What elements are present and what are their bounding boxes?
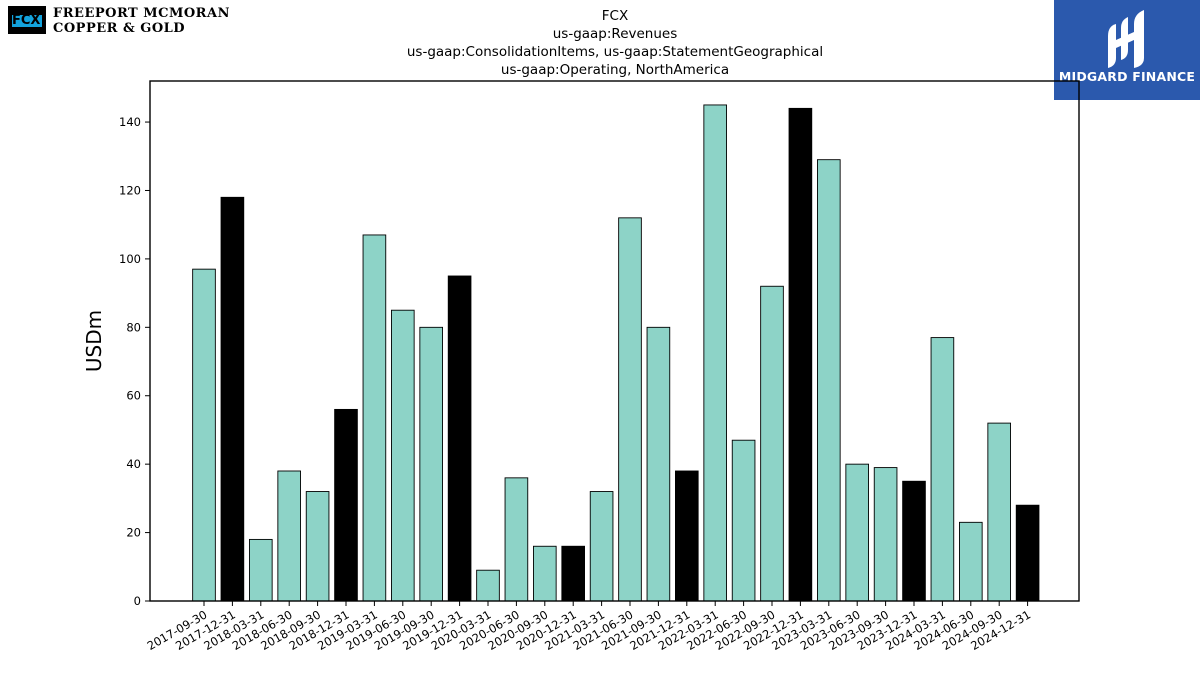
bar-2022-09-30 — [760, 285, 784, 602]
brand-logo-icon — [1108, 10, 1144, 68]
bar-2023-09-30 — [873, 467, 898, 602]
bar-2021-12-31 — [675, 470, 699, 602]
bar-2020-12-31 — [561, 545, 585, 602]
bar-2024-12-31 — [1015, 504, 1040, 602]
bar-2024-06-30 — [959, 521, 983, 602]
plot-frame — [149, 80, 1080, 602]
bars-group — [192, 104, 1040, 602]
company-logo-name: FREEPORT MCMORAN COPPER & GOLD — [53, 6, 230, 36]
bar-2020-06-30 — [504, 477, 529, 602]
bar-2022-03-31 — [703, 104, 727, 602]
x-axis: 2017-09-302017-12-312018-03-312018-06-30… — [145, 601, 1033, 653]
chart-subtitle-line-3: us-gaap:Operating, NorthAmerica — [500, 62, 730, 78]
brand-name: MIDGARD FINANCE — [1058, 69, 1196, 84]
y-axis: 0 20 40 60 80 100 120 140 — [119, 115, 150, 608]
y-tick-label-100: 100 — [119, 252, 141, 266]
bar-2024-09-30 — [987, 422, 1011, 602]
bar-2019-03-31 — [362, 234, 387, 602]
bar-2019-06-30 — [391, 309, 415, 602]
chart-subtitle-line-1: us-gaap:Revenues — [552, 26, 678, 42]
bar-2017-12-31 — [220, 196, 245, 602]
bar-2020-09-30 — [533, 545, 557, 602]
bar-2021-09-30 — [646, 326, 671, 602]
bar-2018-09-30 — [305, 491, 330, 602]
company-logo: FCX FREEPORT MCMORAN COPPER & GOLD — [8, 6, 230, 38]
y-tick-label-40: 40 — [126, 457, 141, 471]
company-logo-line2: COPPER & GOLD — [53, 21, 186, 36]
bar-2018-06-30 — [277, 470, 302, 602]
y-tick-label-60: 60 — [126, 389, 141, 403]
y-tick-label-120: 120 — [119, 183, 141, 197]
bar-2018-03-31 — [248, 538, 273, 602]
chart-title-block: FCX us-gaap:Revenues us-gaap:Consolidati… — [315, 7, 915, 79]
company-logo-mark-text: FCX — [12, 13, 41, 28]
bar-2019-09-30 — [419, 326, 444, 602]
bar-2018-12-31 — [334, 408, 358, 602]
bar-2022-12-31 — [788, 107, 813, 602]
company-logo-line1: FREEPORT MCMORAN — [53, 6, 230, 21]
y-tick-label-20: 20 — [126, 526, 141, 540]
y-tick-label-0: 0 — [134, 594, 141, 608]
bar-2021-03-31 — [589, 491, 614, 602]
bar-2017-09-30 — [192, 268, 216, 602]
chart-subtitle-line-2: us-gaap:ConsolidationItems, us-gaap:Stat… — [406, 44, 824, 60]
chart-title: FCX — [601, 8, 629, 24]
bar-2023-06-30 — [845, 463, 869, 602]
company-logo-mark-band — [12, 15, 42, 27]
y-tick-label-140: 140 — [119, 115, 141, 129]
bar-2022-06-30 — [731, 439, 756, 602]
y-tick-label-80: 80 — [126, 320, 141, 334]
bar-2021-06-30 — [618, 217, 642, 602]
bar-2020-03-31 — [476, 569, 500, 602]
bar-2019-12-31 — [447, 275, 472, 602]
brand-logo: MIDGARD FINANCE — [1054, 0, 1200, 100]
y-axis-label: USDm — [82, 310, 106, 372]
bar-2024-03-31 — [930, 337, 955, 602]
bar-2023-12-31 — [902, 480, 926, 602]
company-logo-mark: FCX — [8, 6, 46, 34]
bar-2023-03-31 — [817, 159, 841, 602]
